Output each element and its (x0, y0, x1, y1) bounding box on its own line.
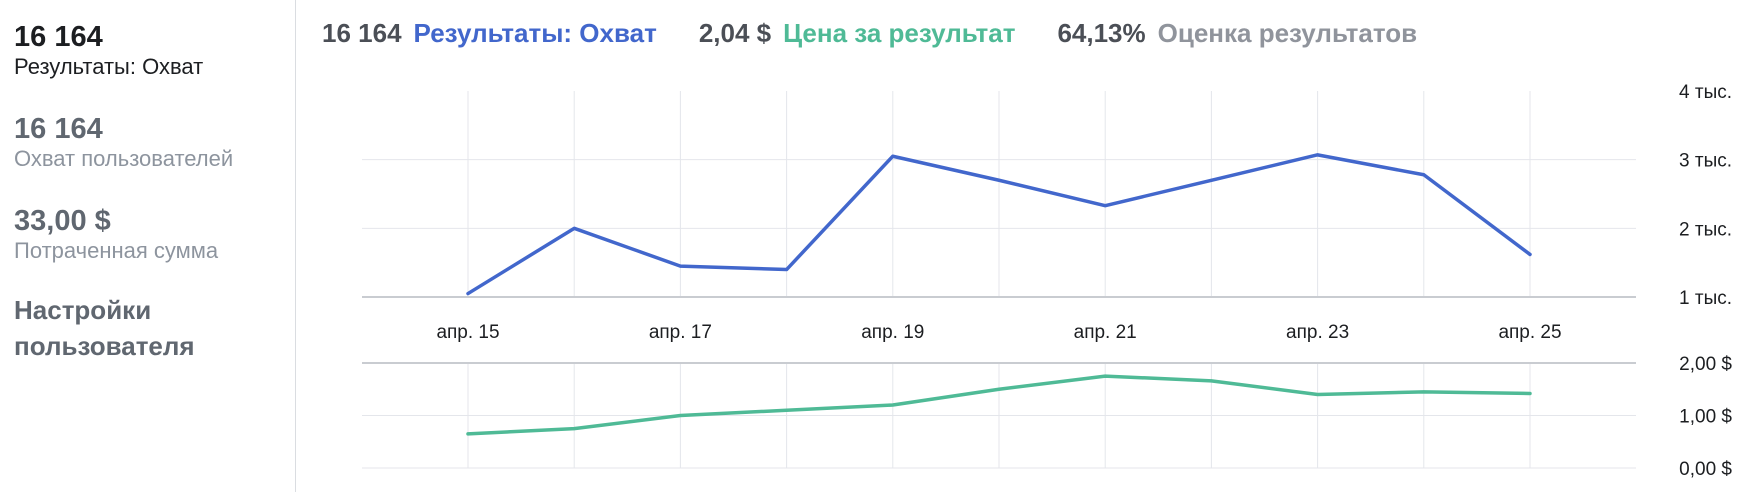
header-cost-value: 2,04 $ (698, 18, 772, 48)
data-point (1209, 178, 1213, 182)
data-point (997, 387, 1001, 391)
metric-spent[interactable]: 33,00 $ Потраченная сумма (14, 204, 218, 264)
y-tick-label: 1,00 $ (1679, 407, 1732, 428)
y-tick-label: 0,00 $ (1679, 459, 1732, 480)
data-point (1316, 153, 1320, 157)
data-point (466, 432, 470, 436)
data-point (1422, 173, 1426, 177)
data-point (785, 408, 789, 412)
y-tick-label: 4 тыс. (1679, 82, 1732, 103)
x-tick-label: апр. 23 (1286, 322, 1349, 343)
metric-results[interactable]: 16 164 Результаты: Охват (14, 20, 203, 80)
data-point (1528, 252, 1532, 256)
data-point (891, 154, 895, 158)
data-point (466, 292, 470, 296)
data-point (1209, 379, 1213, 383)
header-cost-name[interactable]: Цена за результат (783, 18, 1016, 48)
metrics-sidebar: 16 164 Результаты: Охват 16 164 Охват по… (0, 0, 296, 492)
metric-results-label: Результаты: Охват (14, 54, 204, 79)
data-point (997, 178, 1001, 182)
metric-reach-label: Охват пользователей (14, 146, 234, 171)
data-point (1316, 393, 1320, 396)
metric-reach-value: 16 164 (14, 113, 103, 145)
user-settings-link[interactable]: Настройки пользователя (14, 295, 195, 361)
data-point (572, 226, 576, 230)
data-point (1422, 390, 1426, 394)
x-tick-label: апр. 19 (861, 322, 924, 343)
y-tick-label: 1 тыс. (1679, 288, 1732, 309)
metric-spent-value: 33,00 $ (14, 205, 111, 237)
x-tick-label: апр. 17 (649, 322, 712, 343)
data-point (785, 268, 789, 272)
header-results-name[interactable]: Результаты: Охват (413, 18, 657, 48)
header-score-name[interactable]: Оценка результатов (1157, 18, 1418, 48)
x-tick-label: апр. 15 (436, 322, 499, 343)
metric-spent-label: Потраченная сумма (14, 238, 219, 263)
y-tick-label: 2,00 $ (1679, 354, 1732, 375)
data-point (1528, 391, 1532, 395)
chart-legend-header: 16 164 Результаты: Охват 2,04 $ Цена за … (322, 18, 1459, 54)
data-point (891, 403, 895, 407)
metric-reach[interactable]: 16 164 Охват пользователей (14, 112, 233, 172)
x-tick-label: апр. 21 (1074, 322, 1137, 343)
header-score-value: 64,13% (1057, 18, 1146, 48)
data-point (1103, 204, 1107, 208)
y-tick-label: 2 тыс. (1679, 219, 1732, 240)
header-results-value: 16 164 (322, 18, 402, 48)
y-tick-label: 3 тыс. (1679, 151, 1732, 172)
data-point (678, 264, 682, 268)
metric-results-value: 16 164 (14, 21, 103, 53)
data-point (678, 414, 682, 417)
x-tick-label: апр. 25 (1498, 322, 1561, 343)
data-point (1103, 374, 1107, 378)
data-point (572, 427, 576, 431)
